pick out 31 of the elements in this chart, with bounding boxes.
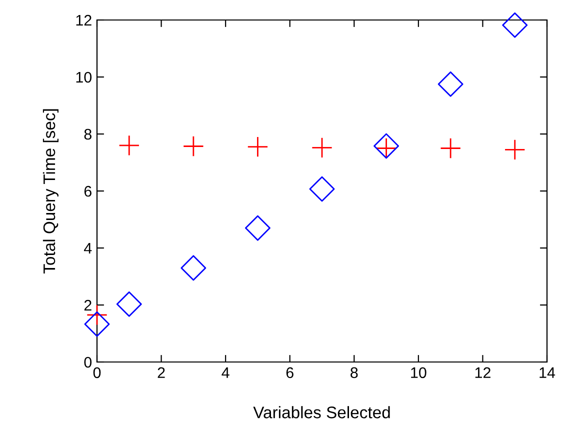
y-tick-label: 4 (84, 243, 92, 254)
x-tick-label: 10 (411, 367, 426, 378)
y-tick-label: 10 (76, 72, 92, 83)
y-tick-label: 12 (76, 14, 92, 26)
y-tick-label: 2 (84, 300, 92, 311)
point (309, 176, 335, 202)
y-tick-label: 0 (84, 356, 92, 368)
point (247, 136, 268, 158)
x-tick-label: 6 (286, 367, 294, 378)
point (84, 311, 110, 337)
x-tick-label: 0 (93, 367, 101, 378)
x-axis-title: Variables Selected (253, 406, 390, 418)
y-tick-label: 6 (84, 186, 92, 197)
point (182, 136, 204, 157)
point (502, 12, 528, 38)
point (180, 255, 206, 281)
point (118, 134, 140, 156)
point (440, 138, 462, 159)
point (244, 215, 270, 241)
x-tick-label: 4 (222, 367, 230, 378)
point (504, 139, 526, 160)
point (374, 133, 400, 159)
x-tick-label: 8 (350, 367, 358, 378)
point (311, 137, 333, 158)
y-tick-label: 8 (84, 128, 92, 140)
x-tick-label: 2 (158, 367, 165, 378)
y-axis-title: Total Query Time [sec] (42, 109, 58, 274)
point (116, 291, 142, 317)
x-tick-label: 12 (475, 367, 490, 378)
point (438, 71, 464, 97)
x-tick-label: 14 (540, 367, 556, 378)
